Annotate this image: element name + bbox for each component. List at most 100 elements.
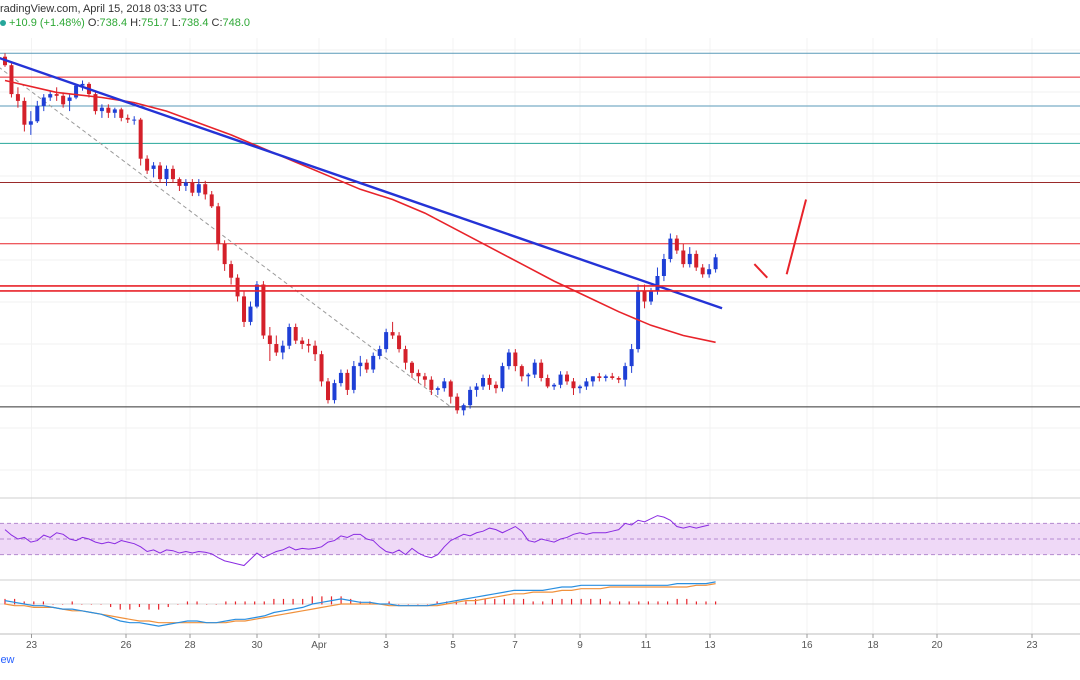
candle-body bbox=[616, 378, 621, 380]
candle-body bbox=[642, 291, 647, 302]
candle-body bbox=[681, 250, 686, 265]
x-tick-label: 13 bbox=[704, 640, 716, 651]
candle-body bbox=[216, 206, 221, 244]
candlestick-series bbox=[3, 53, 718, 416]
candle-body bbox=[694, 253, 699, 268]
candle-body bbox=[22, 100, 27, 125]
candle-body bbox=[474, 386, 479, 390]
sma-line bbox=[4, 79, 716, 344]
candle-body bbox=[203, 184, 208, 195]
candle-body bbox=[93, 94, 98, 112]
candle-body bbox=[48, 94, 53, 98]
candle-body bbox=[164, 168, 169, 180]
ohlc-high-value: 751.7 bbox=[141, 17, 169, 29]
support-level bbox=[0, 285, 1080, 292]
candle-body bbox=[481, 378, 486, 387]
candle-body bbox=[267, 335, 272, 344]
candle-body bbox=[235, 277, 240, 297]
candle-body bbox=[183, 182, 188, 186]
x-tick-label: Apr bbox=[311, 640, 327, 651]
candle-body bbox=[422, 376, 427, 380]
candle-body bbox=[468, 389, 473, 406]
moving-average bbox=[4, 79, 716, 344]
candle-body bbox=[629, 349, 634, 367]
candle-body bbox=[384, 332, 389, 350]
candle-body bbox=[190, 182, 195, 193]
dashed-channel-line bbox=[0, 67, 452, 408]
x-tick-label: 18 bbox=[867, 640, 879, 651]
candle-body bbox=[397, 335, 402, 350]
candle-body bbox=[649, 291, 653, 302]
candle-body bbox=[177, 179, 182, 186]
candle-body bbox=[338, 372, 343, 384]
candle-body bbox=[571, 381, 576, 389]
candle-body bbox=[409, 362, 414, 373]
candle-body bbox=[35, 106, 40, 122]
candle-body bbox=[332, 383, 337, 401]
candle-body bbox=[274, 344, 279, 353]
candle-body bbox=[209, 194, 214, 207]
candle-body bbox=[119, 109, 124, 118]
candle-body bbox=[448, 381, 453, 397]
x-tick-label: 9 bbox=[577, 640, 583, 651]
candle-body bbox=[125, 117, 130, 120]
candle-body bbox=[377, 349, 382, 356]
candle-body bbox=[526, 374, 531, 377]
candle-body bbox=[132, 119, 137, 121]
ohlc-open-label: O: bbox=[87, 17, 100, 29]
watermark-text: iew bbox=[0, 654, 15, 666]
candle-body bbox=[254, 284, 259, 307]
candle-body bbox=[364, 362, 369, 370]
candle-body bbox=[455, 396, 460, 411]
rsi-line bbox=[4, 515, 710, 567]
candle-body bbox=[112, 109, 117, 113]
trend-line bbox=[0, 57, 723, 310]
x-tick-label: 7 bbox=[512, 640, 518, 651]
candle-body bbox=[313, 345, 318, 355]
candle-body bbox=[158, 165, 163, 180]
candle-body bbox=[442, 381, 447, 389]
candle-body bbox=[603, 376, 608, 378]
candle-body bbox=[261, 284, 266, 336]
candle-body bbox=[145, 158, 150, 171]
candle-body bbox=[390, 332, 395, 336]
ohlc-close-value: 748.0 bbox=[222, 17, 251, 29]
header-ohlc-row: +10.9 (+1.48%) O:738.4 H:751.7 L:738.4 C… bbox=[0, 17, 250, 29]
candle-body bbox=[687, 253, 692, 265]
chart-header: radingView.com, April 15, 2018 03:33 UTC… bbox=[0, 0, 1080, 36]
macd-signal-line bbox=[4, 583, 716, 624]
candle-body bbox=[539, 362, 544, 378]
x-tick-label: 30 bbox=[251, 640, 263, 651]
x-tick-label: 20 bbox=[931, 640, 943, 651]
x-tick-label: 23 bbox=[1026, 640, 1038, 651]
projection-arrows bbox=[753, 199, 808, 279]
status-dot-icon bbox=[0, 20, 6, 27]
candle-body bbox=[15, 94, 20, 101]
x-tick-label: 5 bbox=[450, 640, 456, 651]
macd-line bbox=[4, 581, 716, 627]
candle-body bbox=[229, 264, 234, 278]
candle-body bbox=[99, 107, 104, 112]
candle-body bbox=[41, 97, 46, 106]
candle-body bbox=[461, 405, 466, 411]
candle-body bbox=[700, 267, 705, 275]
candle-body bbox=[138, 119, 143, 159]
candle-body bbox=[610, 376, 615, 378]
candle-body bbox=[435, 388, 440, 390]
candle-body bbox=[106, 107, 111, 113]
candle-body bbox=[519, 366, 524, 377]
candle-body bbox=[300, 340, 305, 344]
candle-body bbox=[242, 296, 247, 322]
horizontal-levels bbox=[0, 52, 1080, 408]
projection-arrow bbox=[753, 263, 769, 279]
candle-body bbox=[222, 243, 227, 265]
candle-body bbox=[661, 259, 666, 276]
candle-body bbox=[196, 184, 201, 193]
candle-body bbox=[151, 165, 156, 169]
candle-body bbox=[28, 121, 33, 125]
candle-body bbox=[170, 168, 175, 180]
x-tick-label: 23 bbox=[26, 640, 38, 651]
candle-body bbox=[713, 257, 718, 270]
